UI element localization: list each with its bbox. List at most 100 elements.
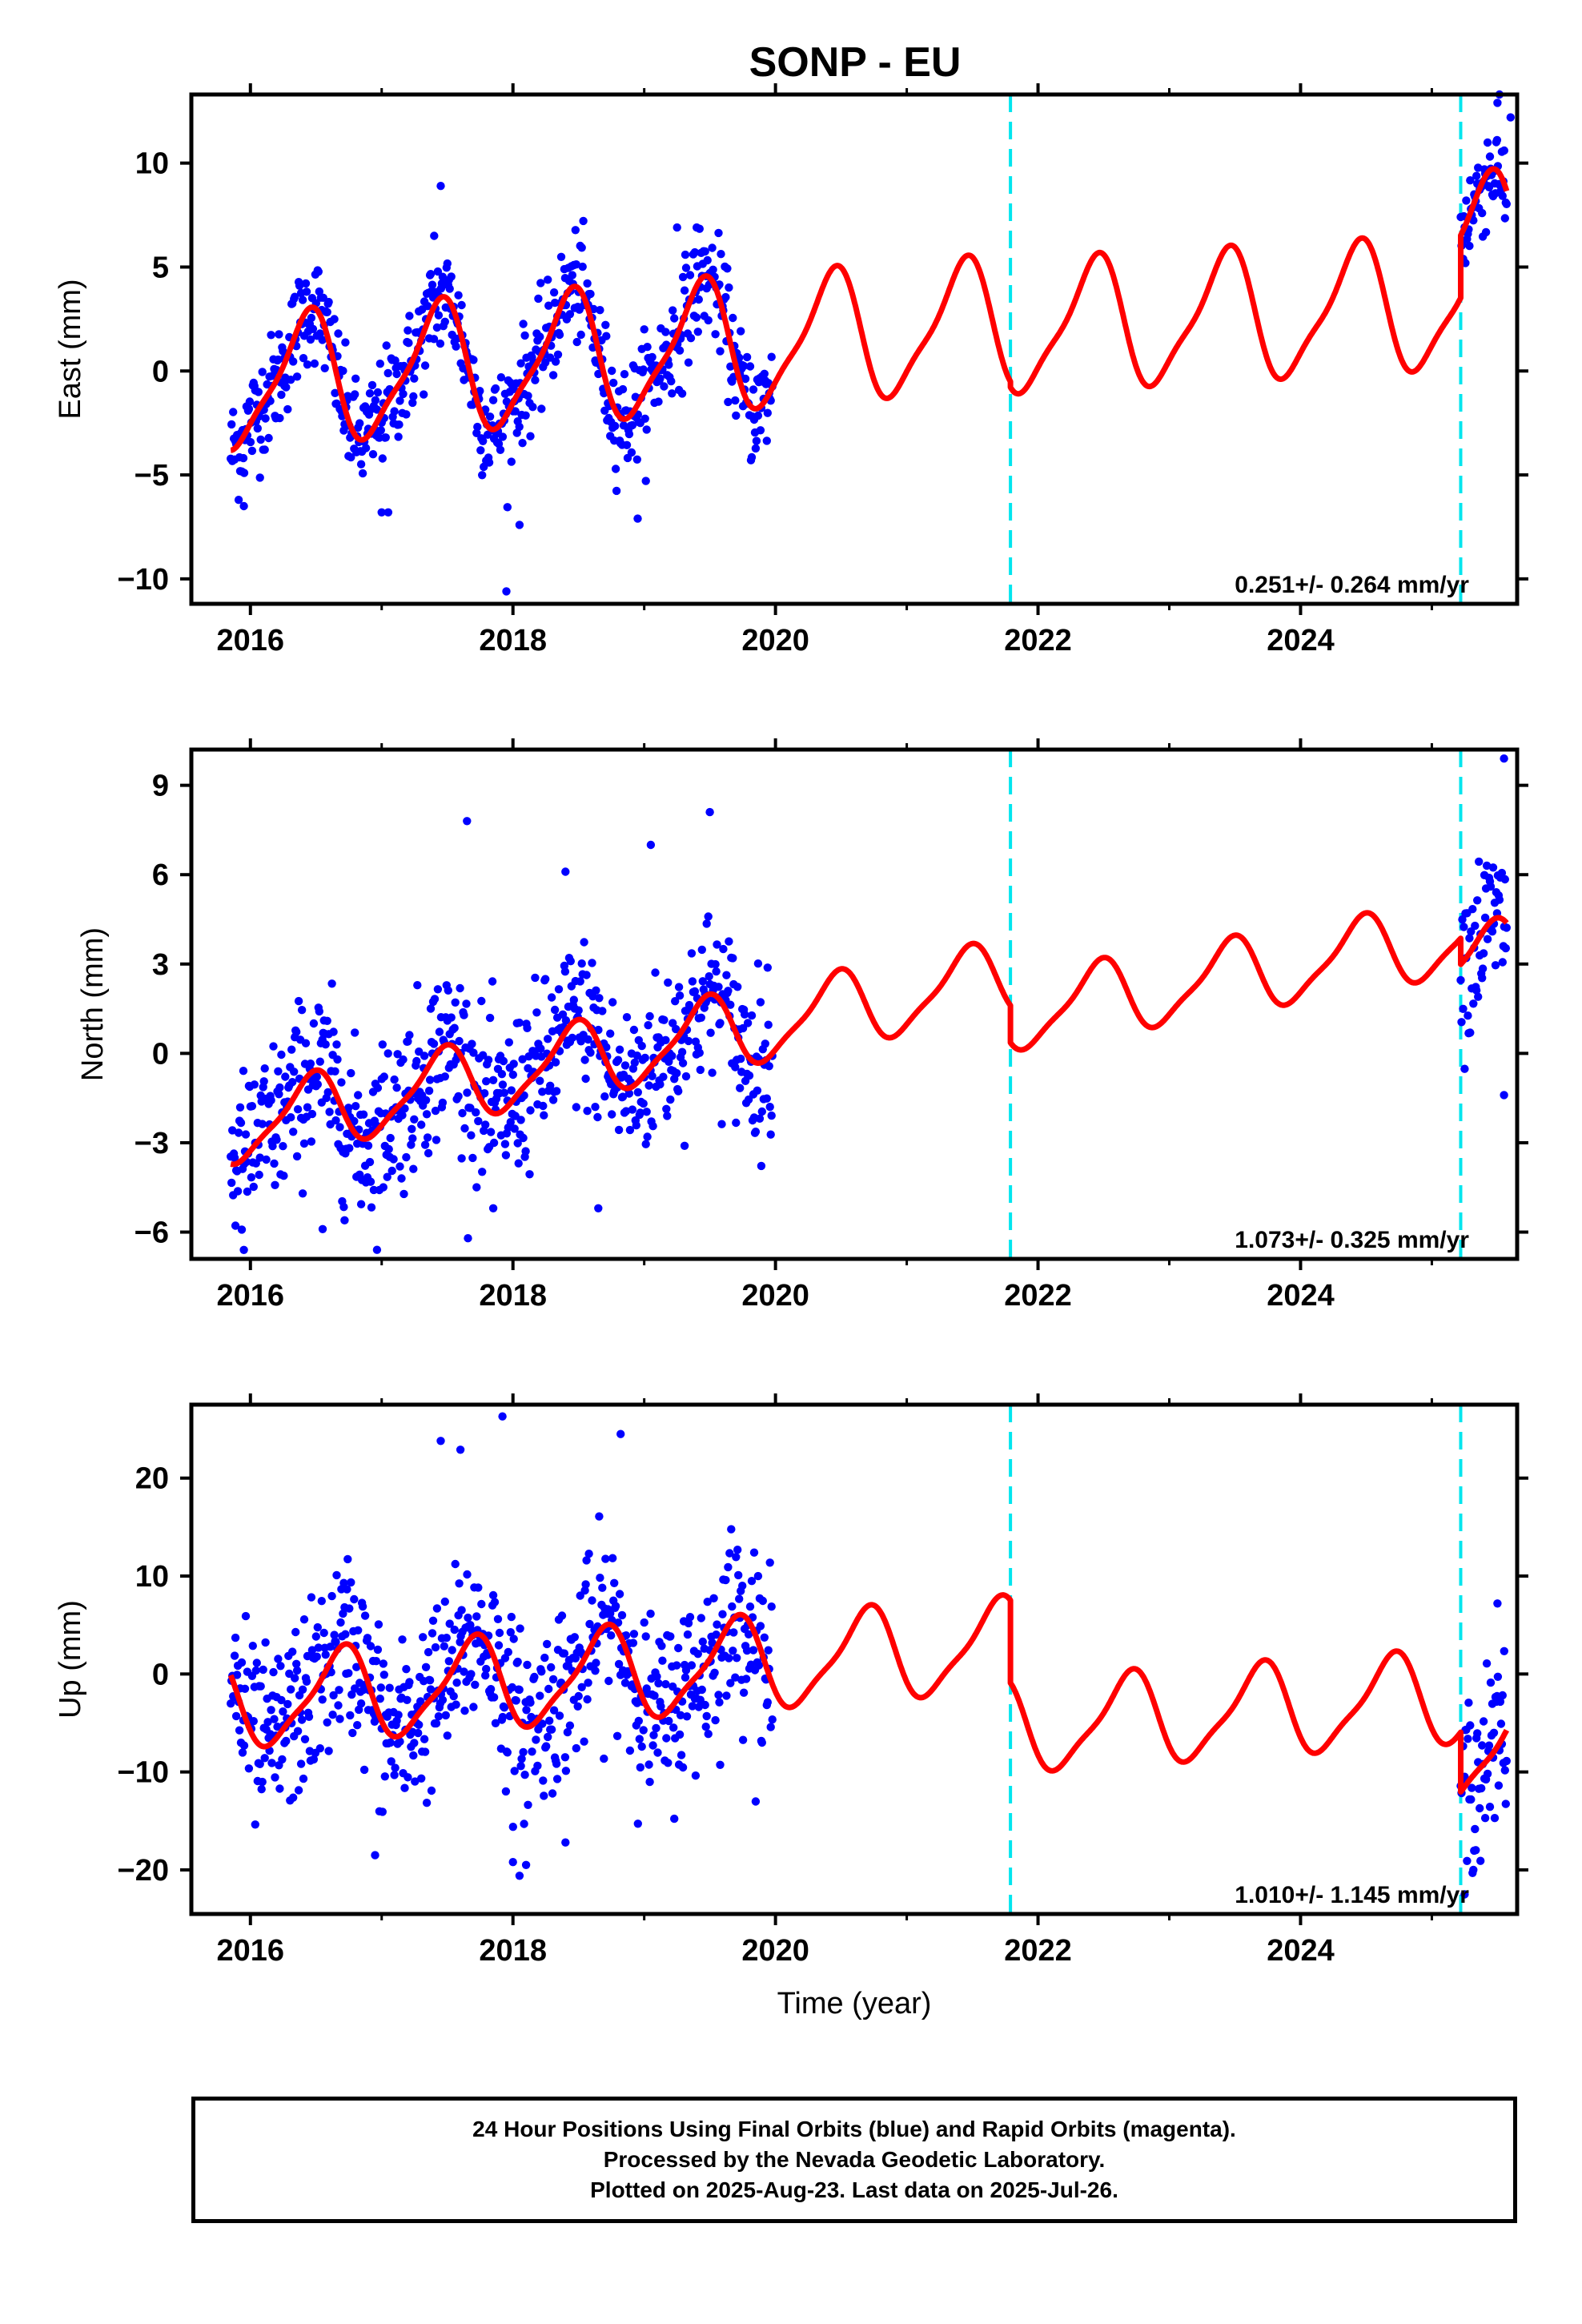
up-data-point bbox=[391, 1763, 400, 1772]
up-data-point bbox=[297, 1715, 307, 1724]
north-data-point bbox=[1473, 896, 1482, 905]
north-data-point bbox=[568, 1033, 576, 1043]
north-data-point bbox=[606, 1029, 615, 1038]
north-data-point bbox=[536, 1076, 544, 1085]
up-data-point bbox=[641, 1632, 650, 1641]
east-data-point bbox=[643, 343, 652, 352]
north-data-point bbox=[595, 994, 604, 1003]
up-data-point bbox=[1480, 1814, 1490, 1823]
caption-line-processor: Processed by the Nevada Geodetic Laborat… bbox=[603, 2147, 1106, 2172]
north-data-point bbox=[351, 1028, 359, 1037]
north-data-point bbox=[457, 1154, 466, 1163]
east-data-point bbox=[347, 452, 355, 462]
north-data-point bbox=[281, 1072, 290, 1081]
up-data-point bbox=[442, 1634, 451, 1642]
north-data-point bbox=[594, 1204, 603, 1213]
north-data-point bbox=[472, 1108, 480, 1117]
up-data-point bbox=[519, 1747, 528, 1757]
east-data-point bbox=[675, 346, 685, 355]
north-data-point bbox=[643, 1132, 652, 1141]
up-data-point bbox=[231, 1711, 241, 1721]
up-data-point bbox=[380, 1772, 389, 1781]
north-x-tick-label: 2020 bbox=[741, 1279, 809, 1313]
east-data-point bbox=[355, 419, 364, 428]
up-data-point bbox=[764, 1646, 773, 1655]
up-data-point bbox=[1466, 1721, 1475, 1730]
east-data-point bbox=[745, 362, 755, 371]
east-data-point bbox=[420, 361, 430, 370]
up-data-point bbox=[312, 1652, 321, 1661]
east-data-point bbox=[299, 354, 308, 363]
up-data-point bbox=[738, 1582, 747, 1590]
north-data-point bbox=[1456, 975, 1465, 985]
up-data-point bbox=[345, 1604, 354, 1613]
up-data-point bbox=[411, 1777, 420, 1786]
east-data-point bbox=[1478, 208, 1487, 218]
north-data-point bbox=[548, 1096, 558, 1104]
north-data-point bbox=[290, 1068, 299, 1076]
east-data-point bbox=[628, 420, 637, 430]
north-data-point bbox=[705, 972, 713, 981]
east-data-point bbox=[622, 440, 632, 449]
north-data-point bbox=[673, 1068, 681, 1078]
up-data-point bbox=[548, 1789, 557, 1798]
north-data-point bbox=[287, 1113, 295, 1122]
up-data-point bbox=[544, 1684, 553, 1694]
east-data-point bbox=[571, 226, 580, 235]
north-y-tick-label: 0 bbox=[152, 1037, 169, 1071]
up-data-point bbox=[756, 1622, 765, 1630]
north-data-point bbox=[417, 1120, 426, 1129]
north-data-point bbox=[740, 1010, 749, 1019]
north-data-point bbox=[644, 1021, 652, 1030]
north-data-point bbox=[455, 1036, 464, 1046]
north-data-point bbox=[332, 1040, 341, 1049]
north-data-point bbox=[1500, 875, 1510, 884]
up-x-tick-label: 2022 bbox=[1004, 1934, 1072, 1968]
up-data-point bbox=[533, 1761, 542, 1771]
north-data-point bbox=[708, 1068, 717, 1077]
up-data-point bbox=[657, 1642, 666, 1651]
east-x-tick-label: 2024 bbox=[1267, 624, 1335, 657]
east-data-point bbox=[732, 411, 741, 420]
north-data-point bbox=[312, 1072, 321, 1081]
up-data-point bbox=[747, 1577, 757, 1586]
up-data-point bbox=[765, 1558, 774, 1567]
up-data-point bbox=[252, 1659, 261, 1667]
north-data-point bbox=[462, 999, 471, 1008]
north-data-point bbox=[433, 985, 443, 994]
east-data-point bbox=[323, 308, 331, 316]
up-data-point bbox=[635, 1735, 644, 1743]
east-data-point bbox=[289, 357, 298, 366]
east-data-point bbox=[405, 312, 414, 320]
north-data-point bbox=[513, 1139, 522, 1148]
up-data-point bbox=[674, 1643, 683, 1653]
up-data-point bbox=[646, 1609, 655, 1618]
north-data-point bbox=[680, 1141, 689, 1151]
north-data-point bbox=[472, 1183, 481, 1192]
up-data-point bbox=[712, 1630, 721, 1639]
north-data-point bbox=[608, 998, 617, 1007]
up-data-point bbox=[314, 1643, 323, 1652]
east-data-point bbox=[367, 380, 377, 390]
north-data-point bbox=[1483, 935, 1492, 943]
north-data-point bbox=[651, 968, 660, 977]
up-data-point bbox=[448, 1646, 456, 1655]
east-data-point bbox=[443, 259, 452, 268]
north-data-point bbox=[301, 1039, 311, 1047]
north-data-point bbox=[1501, 943, 1511, 953]
up-data-point bbox=[441, 1711, 450, 1720]
north-data-point bbox=[674, 983, 684, 991]
north-data-point bbox=[618, 1092, 628, 1101]
north-data-point bbox=[592, 986, 600, 995]
north-data-point bbox=[500, 1088, 509, 1097]
east-data-point bbox=[295, 281, 304, 290]
east-data-point bbox=[1500, 214, 1510, 223]
north-data-point bbox=[397, 1174, 406, 1183]
north-data-point bbox=[580, 1055, 589, 1064]
east-data-point bbox=[260, 445, 269, 454]
north-data-point bbox=[506, 1118, 515, 1127]
east-data-point bbox=[685, 271, 695, 279]
east-data-point bbox=[1492, 135, 1502, 145]
east-data-point bbox=[454, 291, 463, 300]
north-data-point bbox=[581, 1074, 590, 1084]
